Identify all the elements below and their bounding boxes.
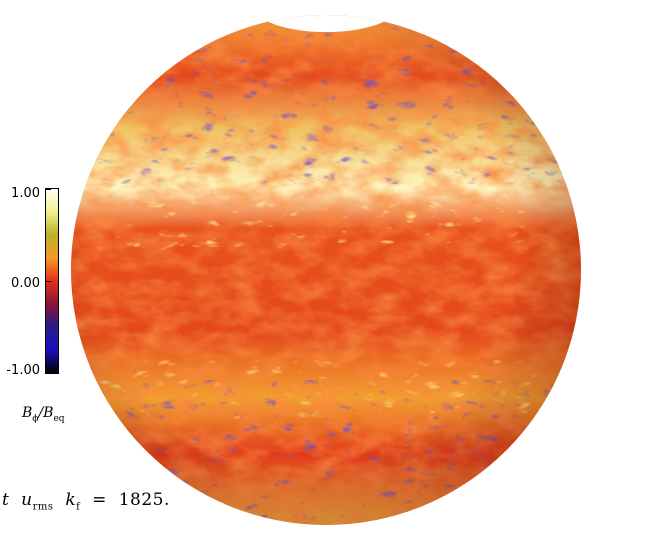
caption-k: k bbox=[65, 490, 77, 510]
polar-cap bbox=[258, 15, 394, 32]
caption-t: t bbox=[2, 490, 10, 510]
caption-value: 1825. bbox=[118, 490, 170, 510]
colorbar-label: Bϕ/Beq bbox=[22, 405, 65, 424]
label-slash: / bbox=[38, 405, 44, 421]
tick-label-zero: 0.00 bbox=[11, 276, 40, 291]
sphere-surface bbox=[71, 15, 581, 525]
caption-k-sub: f bbox=[76, 501, 81, 513]
tick-mid bbox=[45, 281, 51, 282]
label-b-den: B bbox=[43, 405, 54, 421]
tick-label-min: -1.00 bbox=[6, 363, 40, 378]
tick-label-max: 1.00 bbox=[11, 186, 40, 201]
caption-equals: = bbox=[92, 490, 107, 510]
time-caption: t urms kf = 1825. bbox=[2, 490, 170, 512]
tick-top bbox=[45, 189, 51, 190]
tick-bottom bbox=[45, 372, 51, 373]
caption-u: u bbox=[21, 490, 33, 510]
caption-u-sub: rms bbox=[32, 501, 54, 513]
label-phi: ϕ bbox=[32, 413, 39, 424]
label-b-num: B bbox=[22, 405, 33, 421]
label-eq: eq bbox=[53, 413, 65, 424]
